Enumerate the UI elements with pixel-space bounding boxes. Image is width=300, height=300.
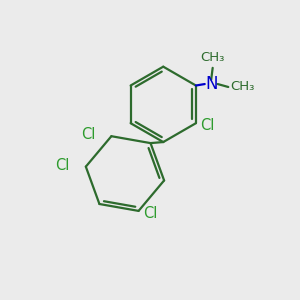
Text: N: N (206, 75, 218, 93)
Text: Cl: Cl (81, 127, 95, 142)
Text: Cl: Cl (200, 118, 215, 133)
Text: CH₃: CH₃ (230, 80, 254, 94)
Text: Cl: Cl (143, 206, 158, 221)
Text: CH₃: CH₃ (200, 51, 225, 64)
Text: Cl: Cl (55, 158, 70, 173)
